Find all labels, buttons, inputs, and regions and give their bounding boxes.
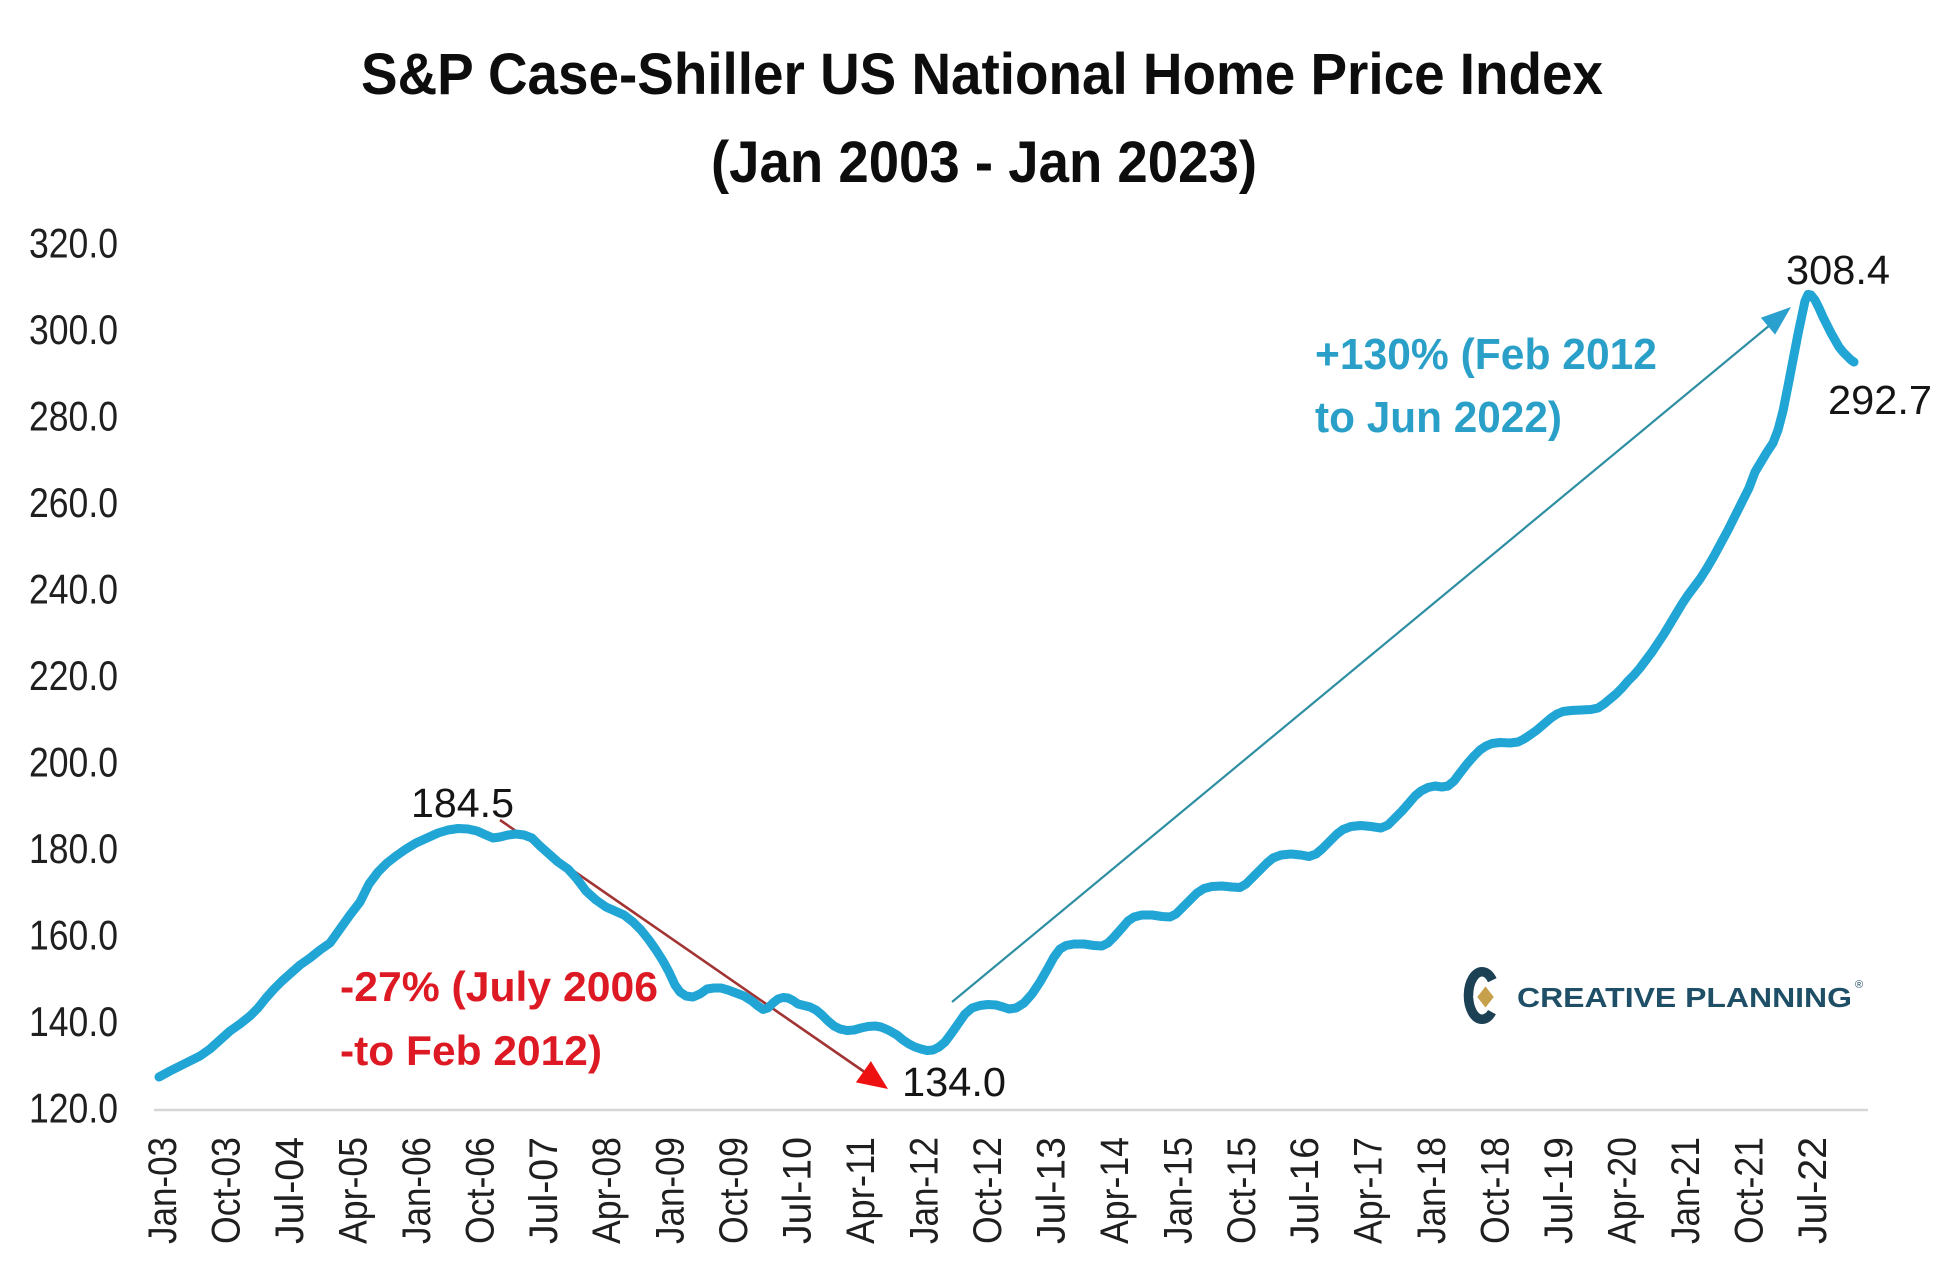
svg-text:Jan-21: Jan-21 xyxy=(1664,1137,1708,1244)
svg-text:180.0: 180.0 xyxy=(29,825,118,872)
svg-text:Oct-09: Oct-09 xyxy=(712,1137,756,1244)
svg-text:Apr-17: Apr-17 xyxy=(1347,1137,1391,1244)
svg-text:Jul-13: Jul-13 xyxy=(1029,1137,1073,1244)
svg-text:Apr-05: Apr-05 xyxy=(332,1137,376,1244)
svg-text:Jul-10: Jul-10 xyxy=(776,1137,820,1244)
svg-text:120.0: 120.0 xyxy=(29,1084,118,1131)
svg-text:S&P Case-Shiller US National H: S&P Case-Shiller US National Home Price … xyxy=(361,42,1603,107)
svg-text:160.0: 160.0 xyxy=(29,911,118,958)
svg-text:®: ® xyxy=(1855,979,1863,991)
svg-text:140.0: 140.0 xyxy=(29,998,118,1045)
svg-text:200.0: 200.0 xyxy=(29,738,118,785)
svg-text:CREATIVE PLANNING: CREATIVE PLANNING xyxy=(1517,982,1852,1013)
svg-text:Oct-03: Oct-03 xyxy=(205,1137,249,1244)
svg-text:Apr-14: Apr-14 xyxy=(1093,1137,1137,1244)
svg-text:Apr-11: Apr-11 xyxy=(839,1137,883,1244)
svg-text:Jan-12: Jan-12 xyxy=(903,1137,947,1244)
svg-text:Jul-04: Jul-04 xyxy=(268,1137,312,1244)
svg-text:Oct-21: Oct-21 xyxy=(1727,1137,1771,1244)
svg-text:300.0: 300.0 xyxy=(29,306,118,353)
svg-text:Jul-07: Jul-07 xyxy=(522,1137,566,1244)
svg-text:Jan-06: Jan-06 xyxy=(395,1137,439,1244)
svg-text:-to Feb 2012): -to Feb 2012) xyxy=(340,1027,602,1074)
svg-text:292.7: 292.7 xyxy=(1828,377,1932,423)
svg-text:to Jun 2022): to Jun 2022) xyxy=(1315,393,1562,442)
svg-text:Apr-20: Apr-20 xyxy=(1601,1137,1645,1244)
svg-text:220.0: 220.0 xyxy=(29,652,118,699)
svg-text:+130% (Feb 2012: +130% (Feb 2012 xyxy=(1315,330,1657,379)
svg-text:308.4: 308.4 xyxy=(1786,247,1890,293)
svg-text:-27% (July 2006: -27% (July 2006 xyxy=(340,963,658,1010)
svg-text:280.0: 280.0 xyxy=(29,392,118,439)
svg-text:320.0: 320.0 xyxy=(29,219,118,266)
svg-text:Oct-12: Oct-12 xyxy=(966,1137,1010,1244)
svg-text:Apr-08: Apr-08 xyxy=(585,1137,629,1244)
svg-text:Jan-03: Jan-03 xyxy=(141,1137,185,1244)
svg-text:240.0: 240.0 xyxy=(29,565,118,612)
svg-text:Oct-15: Oct-15 xyxy=(1220,1137,1264,1244)
svg-text:260.0: 260.0 xyxy=(29,479,118,526)
svg-text:Jul-22: Jul-22 xyxy=(1791,1137,1835,1244)
svg-text:Oct-18: Oct-18 xyxy=(1474,1137,1518,1244)
svg-text:Jan-18: Jan-18 xyxy=(1410,1137,1454,1244)
svg-text:Jan-15: Jan-15 xyxy=(1156,1137,1200,1244)
svg-text:184.5: 184.5 xyxy=(411,780,514,826)
svg-text:(Jan 2003 - Jan 2023): (Jan 2003 - Jan 2023) xyxy=(711,130,1257,195)
svg-text:Jan-09: Jan-09 xyxy=(649,1137,693,1244)
svg-text:Jul-16: Jul-16 xyxy=(1283,1137,1327,1244)
svg-text:134.0: 134.0 xyxy=(902,1059,1006,1105)
svg-text:Oct-06: Oct-06 xyxy=(458,1137,502,1244)
svg-text:Jul-19: Jul-19 xyxy=(1537,1137,1581,1244)
